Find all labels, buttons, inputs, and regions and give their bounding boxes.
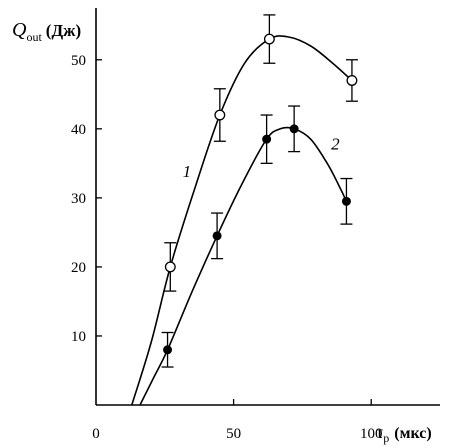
y-tick-label: 10 [71, 329, 86, 345]
y-axis-unit: (Дж) [46, 21, 81, 40]
series-2: 2 [139, 105, 353, 406]
series-1: 1 [131, 14, 358, 406]
y-tick-label: 40 [71, 122, 86, 138]
svg-text:Qout(Дж): Qout (Дж) [12, 19, 81, 44]
x-axis-symbol: τ [376, 422, 383, 442]
data-point [212, 231, 222, 241]
data-point [289, 124, 299, 134]
series-label: 2 [331, 135, 340, 154]
data-point [214, 109, 226, 121]
data-point [346, 75, 358, 86]
y-axis-symbol: Q [12, 19, 27, 41]
y-tick-label: 50 [71, 53, 86, 69]
series-1-curve [131, 35, 353, 406]
data-point [262, 134, 272, 144]
data-point [263, 33, 275, 45]
x-axis-subscript: p [383, 431, 389, 445]
y-tick-label: 20 [71, 260, 86, 276]
x-tick-label: 50 [226, 426, 241, 442]
data-point [163, 345, 173, 355]
x-tick-label: 100 [360, 426, 383, 442]
x-axis-title: τp (мкс) [376, 422, 432, 445]
svg-text:τp(мкс): τp (мкс) [376, 422, 432, 445]
y-tick-label: 30 [71, 191, 86, 207]
data-point [341, 196, 351, 206]
y-axis-title: Qout (Дж) [12, 19, 81, 44]
y-axis-subscript: out [26, 30, 42, 44]
series-label: 1 [183, 162, 192, 181]
x-axis-unit: (мкс) [394, 425, 431, 442]
data-point [164, 261, 176, 273]
x-tick-label: 0 [92, 426, 100, 442]
